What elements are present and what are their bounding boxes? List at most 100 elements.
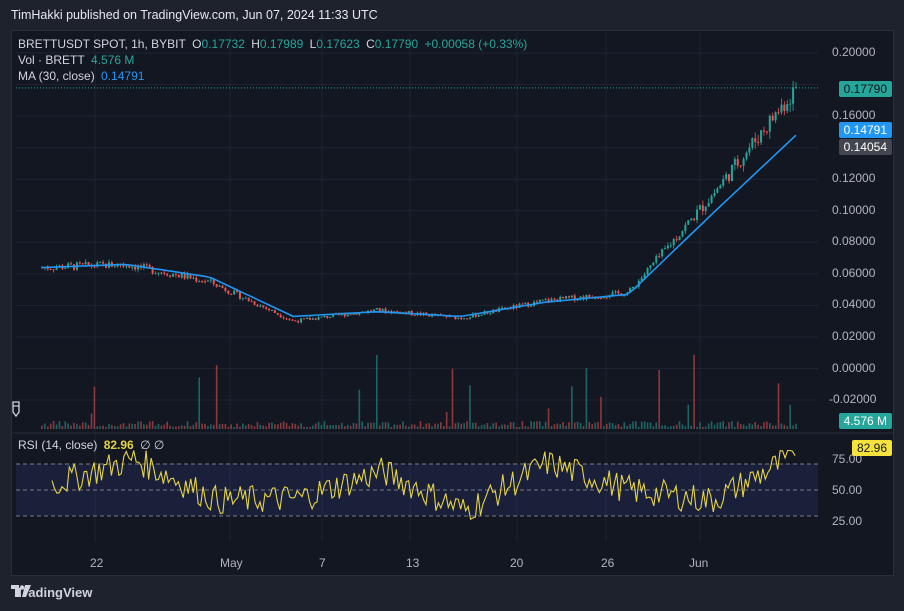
candle-body — [698, 205, 701, 210]
candle-body — [49, 269, 52, 271]
volume-bar — [300, 423, 302, 429]
volume-bar — [463, 423, 465, 429]
candle-body — [332, 314, 335, 317]
volume-bar — [795, 423, 797, 429]
volume-bar — [722, 421, 725, 429]
volume-bar — [311, 425, 314, 429]
candle-body — [611, 292, 614, 297]
volume-bar — [373, 422, 375, 429]
volume-bar — [47, 426, 49, 429]
candle-body — [134, 266, 137, 270]
volume-bar — [218, 424, 221, 429]
volume-bar — [585, 368, 588, 429]
brand-name: TradingView — [16, 585, 93, 600]
volume-bar — [774, 425, 777, 429]
volume-bar — [291, 423, 294, 429]
candle-body — [445, 315, 448, 318]
candle-body — [567, 296, 570, 298]
volume-bar — [332, 425, 334, 429]
volume-bar — [501, 424, 503, 429]
volume-bar — [253, 426, 256, 429]
volume-bar — [262, 425, 265, 429]
candle-body — [425, 312, 428, 315]
candle-body — [780, 104, 783, 113]
volume-bar — [55, 424, 58, 429]
candle-body — [535, 301, 538, 303]
candle-body — [413, 315, 416, 317]
volume-bar — [474, 422, 477, 429]
volume-bar — [125, 426, 128, 429]
candle-body — [163, 272, 166, 274]
pencil-icon[interactable] — [9, 400, 23, 420]
candle-body — [189, 274, 192, 279]
volume-bar — [160, 425, 163, 429]
candle-body — [407, 311, 410, 314]
volume-bar — [335, 424, 337, 429]
volume-bar — [297, 425, 299, 429]
volume-bar — [672, 425, 675, 429]
candle-body — [771, 115, 774, 121]
change-value: +0.00058 (+0.33%) — [424, 37, 528, 51]
candle-body — [224, 287, 227, 292]
candle-body — [294, 320, 297, 322]
candle-body — [142, 264, 145, 268]
candle-body — [629, 288, 632, 293]
candle-body — [238, 291, 241, 299]
volume-bar — [195, 422, 198, 429]
candle-body — [500, 307, 503, 309]
volume-bar — [425, 423, 428, 429]
candle-body — [151, 267, 154, 274]
volume-bar — [637, 426, 640, 429]
volume-bar — [783, 424, 786, 429]
candle-body — [541, 299, 544, 301]
volume-bar — [536, 421, 538, 429]
volume-bar — [643, 421, 646, 429]
low-label: L — [309, 37, 317, 51]
volume-bar — [192, 424, 195, 429]
candle-body — [282, 317, 285, 319]
volume-bar — [49, 423, 52, 429]
candle-body — [244, 297, 247, 299]
candle-body — [285, 318, 288, 320]
volume-bar — [751, 424, 754, 429]
volume-bar — [541, 425, 544, 429]
volume-bar — [239, 426, 241, 429]
volume-bar — [707, 423, 710, 429]
rsi-label: RSI (14, close) — [18, 438, 98, 452]
volume-bar — [399, 424, 401, 429]
symbol-label: BRETTUSDT SPOT, 1h, BYBIT — [18, 37, 186, 51]
candle-body — [713, 192, 716, 196]
candle-body — [597, 297, 600, 299]
volume-bar — [111, 424, 113, 429]
candle-body — [605, 297, 608, 299]
volume-bar — [466, 421, 468, 429]
candle-body — [384, 308, 387, 313]
candle-body — [52, 269, 55, 271]
volume-bar — [387, 422, 390, 429]
candle-body — [247, 297, 250, 302]
volume-bar — [611, 423, 614, 429]
volume-bar — [509, 422, 512, 429]
candle-body — [690, 218, 693, 221]
volume-bar — [771, 425, 774, 429]
volume-bar — [710, 421, 713, 429]
candle-body — [273, 310, 276, 313]
candle-body — [728, 174, 731, 182]
volume-bar — [579, 423, 582, 429]
candle-body — [99, 262, 102, 264]
volume-bar — [731, 421, 733, 429]
volume-bar — [413, 424, 416, 429]
candle-body — [396, 311, 399, 313]
volume-bar — [282, 421, 285, 429]
candle-body — [183, 273, 186, 279]
candle-body — [687, 220, 690, 225]
time-tick: Jun — [689, 556, 709, 570]
volume-bar — [792, 425, 794, 429]
volume-bar — [154, 425, 157, 429]
volume-bar — [352, 422, 355, 429]
volume-bar — [515, 426, 518, 429]
volume-bar — [760, 426, 762, 429]
candle-body — [599, 298, 602, 300]
candle-body — [765, 131, 768, 133]
